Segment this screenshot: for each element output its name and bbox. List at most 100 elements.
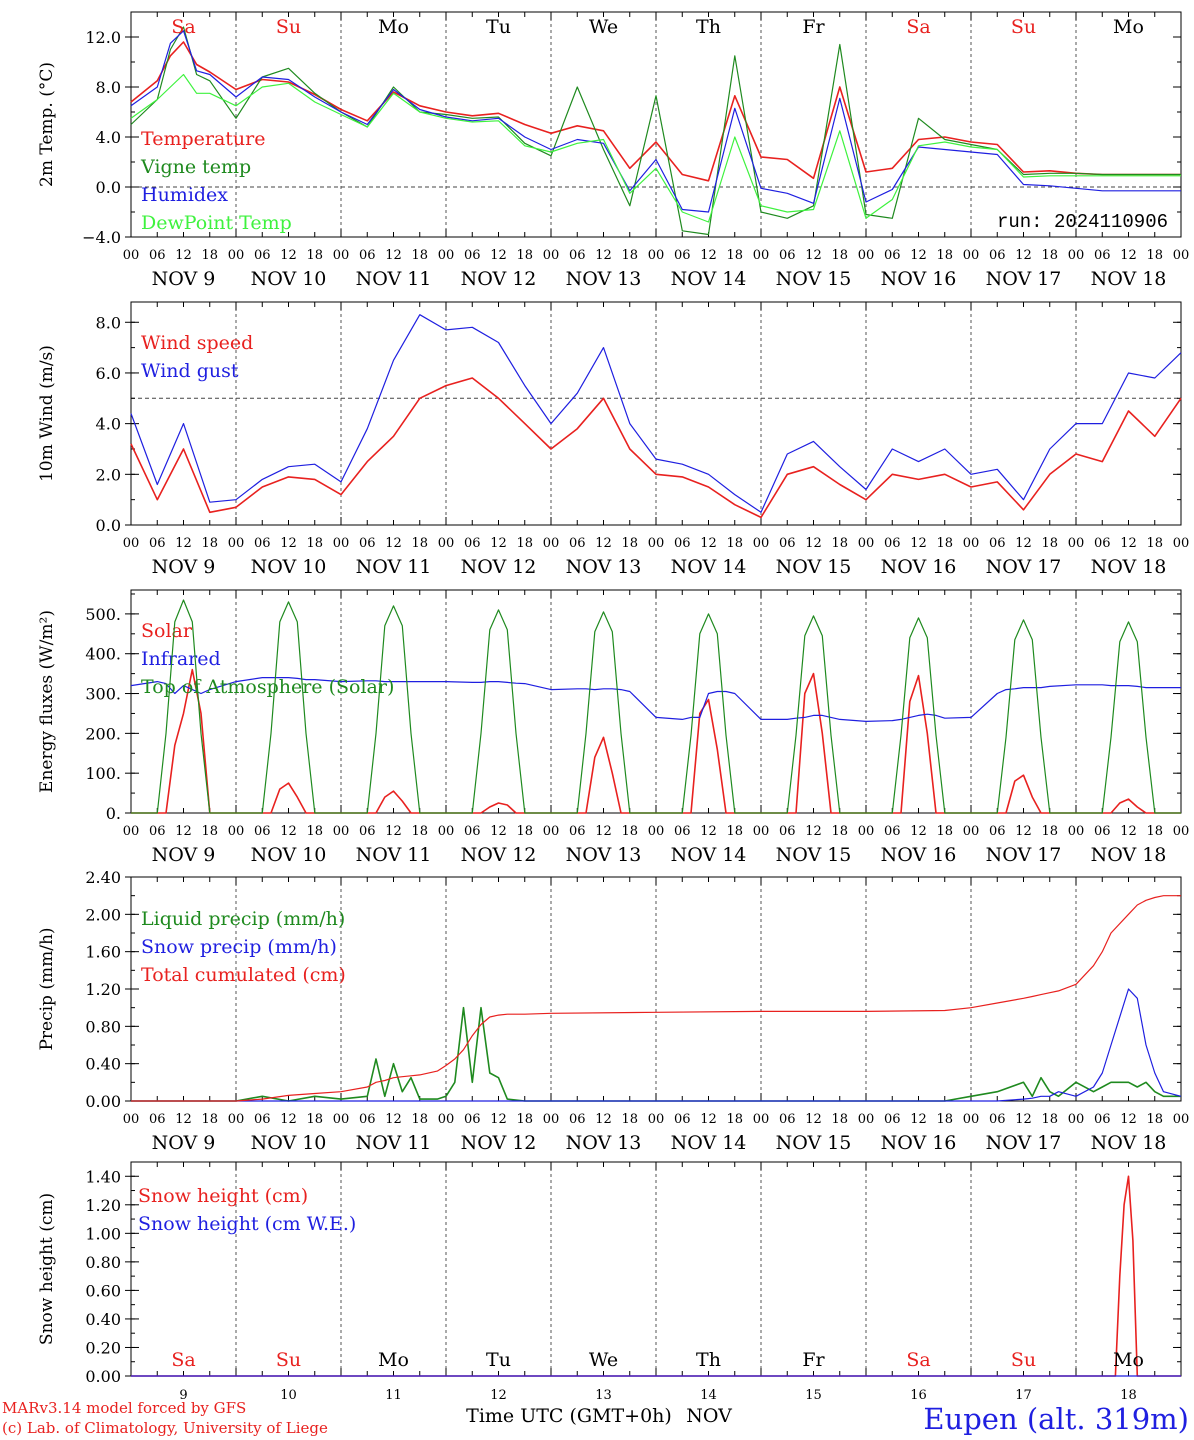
date-label: NOV 16 xyxy=(881,268,957,290)
hour-tick-label: 18 xyxy=(306,1112,323,1127)
hour-tick-label: 00 xyxy=(1068,248,1085,263)
hour-tick-label: 06 xyxy=(779,1112,796,1127)
series-line-4-3 xyxy=(131,895,1181,1102)
y-tick-label: 0.00 xyxy=(85,1092,121,1111)
day-number-label: 15 xyxy=(805,1388,822,1403)
date-label: NOV 12 xyxy=(461,1132,537,1154)
x-axis-label: Time UTC (GMT+0h) xyxy=(466,1405,672,1427)
date-label: NOV 14 xyxy=(671,268,747,290)
hour-tick-label: 18 xyxy=(1041,248,1058,263)
day-name-label: Su xyxy=(1011,16,1036,38)
date-label: NOV 15 xyxy=(776,268,852,290)
y-tick-label: 1.00 xyxy=(85,1224,121,1243)
day-name-label-bottom: Tu xyxy=(486,1349,511,1371)
day-name-label-bottom: Su xyxy=(1011,1349,1036,1371)
hour-tick-label: 06 xyxy=(254,248,271,263)
day-number-label: 10 xyxy=(280,1388,297,1403)
hour-tick-label: 18 xyxy=(936,824,953,839)
panel-1: −4.0 0.0 4.0 8.0 12.0 2m Temp. (°C) Temperatur… xyxy=(37,11,1190,290)
hour-tick-label: 06 xyxy=(149,1112,166,1127)
y-tick-label: 1.60 xyxy=(85,943,121,962)
day-name-label-bottom: Fr xyxy=(802,1349,825,1371)
y-tick-label: 0.20 xyxy=(85,1338,121,1357)
legend-entry: Snow height (cm) xyxy=(138,1185,308,1207)
date-label: NOV 15 xyxy=(776,556,852,578)
date-label: NOV 9 xyxy=(152,844,216,866)
date-label: NOV 9 xyxy=(152,556,216,578)
hour-tick-label: 06 xyxy=(989,536,1006,551)
hour-tick-label: 06 xyxy=(569,824,586,839)
panel-3: 0. 100. 200. 300. 400. 500. Energy fluxes (W/m… xyxy=(37,589,1189,866)
legend-entry: DewPoint Temp xyxy=(141,212,292,234)
hour-tick-label: 00 xyxy=(858,824,875,839)
hour-tick-label: 06 xyxy=(674,1112,691,1127)
hour-tick-label: 06 xyxy=(779,536,796,551)
date-label: NOV 13 xyxy=(566,268,642,290)
hour-tick-label: 12 xyxy=(175,536,192,551)
hour-tick-label: 06 xyxy=(464,248,481,263)
hour-tick-label: 18 xyxy=(516,824,533,839)
y-tick-label: 0.0 xyxy=(96,178,121,197)
date-label: NOV 16 xyxy=(881,1132,957,1154)
hour-tick-label: 06 xyxy=(464,536,481,551)
hour-tick-label: 00 xyxy=(1068,1112,1085,1127)
hour-tick-label: 18 xyxy=(936,248,953,263)
hour-tick-label: 00 xyxy=(1173,248,1190,263)
hour-tick-label: 18 xyxy=(516,536,533,551)
hour-tick-label: 00 xyxy=(228,1112,245,1127)
hour-tick-label: 18 xyxy=(936,1112,953,1127)
date-label: NOV 18 xyxy=(1091,1132,1167,1154)
hour-tick-label: 00 xyxy=(1068,824,1085,839)
series-line-1-1 xyxy=(130,41,1181,182)
panel-4: 0.00 0.40 0.80 1.20 1.60 2.00 2.40 Precip (mm/h… xyxy=(37,868,1189,1154)
series-line-2-1 xyxy=(130,377,1182,519)
hour-tick-label: 12 xyxy=(175,248,192,263)
y-tick-label: 0.60 xyxy=(85,1281,121,1300)
y-tick-label: 500. xyxy=(85,605,121,624)
date-label: NOV 14 xyxy=(671,1132,747,1154)
hour-tick-label: 12 xyxy=(385,824,402,839)
hour-tick-label: 18 xyxy=(201,824,218,839)
date-label: NOV 9 xyxy=(152,1132,216,1154)
day-name-label-bottom: Mo xyxy=(1113,1349,1144,1371)
y-tick-label: 0.40 xyxy=(85,1310,121,1329)
hour-tick-label: 12 xyxy=(490,248,507,263)
hour-tick-label: 18 xyxy=(621,536,638,551)
hour-tick-label: 18 xyxy=(726,824,743,839)
y-tick-label: 1.20 xyxy=(85,980,121,999)
day-name-label: Tu xyxy=(486,16,511,38)
hour-tick-label: 06 xyxy=(464,824,481,839)
hour-tick-label: 12 xyxy=(1015,824,1032,839)
hour-tick-label: 06 xyxy=(779,824,796,839)
hour-tick-label: 18 xyxy=(1041,824,1058,839)
plot-frame xyxy=(130,589,1182,814)
hour-tick-label: 06 xyxy=(884,824,901,839)
hour-tick-label: 18 xyxy=(1146,536,1163,551)
day-number-label: 18 xyxy=(1120,1388,1137,1403)
y-tick-label: 300. xyxy=(85,685,121,704)
y-tick-label: 0.00 xyxy=(85,1367,121,1386)
day-number-label: 16 xyxy=(910,1388,927,1403)
hour-tick-label: 12 xyxy=(1120,824,1137,839)
date-label: NOV 13 xyxy=(566,1132,642,1154)
hour-tick-label: 06 xyxy=(254,536,271,551)
hour-tick-label: 18 xyxy=(201,536,218,551)
hour-tick-label: 00 xyxy=(648,536,665,551)
hour-tick-label: 00 xyxy=(543,536,560,551)
hour-tick-label: 06 xyxy=(149,824,166,839)
hour-tick-label: 18 xyxy=(621,248,638,263)
hour-tick-label: 18 xyxy=(621,824,638,839)
legend-entry: Snow precip (mm/h) xyxy=(141,936,337,958)
hour-tick-label: 12 xyxy=(910,248,927,263)
day-name-label-bottom: Sa xyxy=(906,1349,930,1371)
date-label: NOV 18 xyxy=(1091,844,1167,866)
day-number-label: 11 xyxy=(385,1388,402,1403)
date-label: NOV 13 xyxy=(566,556,642,578)
legend-entry: Liquid precip (mm/h) xyxy=(141,908,345,930)
date-label: NOV 15 xyxy=(776,844,852,866)
credit-line-2: (c) Lab. of Climatology, University of L… xyxy=(2,1419,328,1437)
hour-tick-label: 12 xyxy=(280,824,297,839)
month-label: NOV xyxy=(686,1405,732,1427)
date-label: NOV 17 xyxy=(986,268,1062,290)
y-axis-label: Snow height (cm) xyxy=(37,1193,57,1345)
